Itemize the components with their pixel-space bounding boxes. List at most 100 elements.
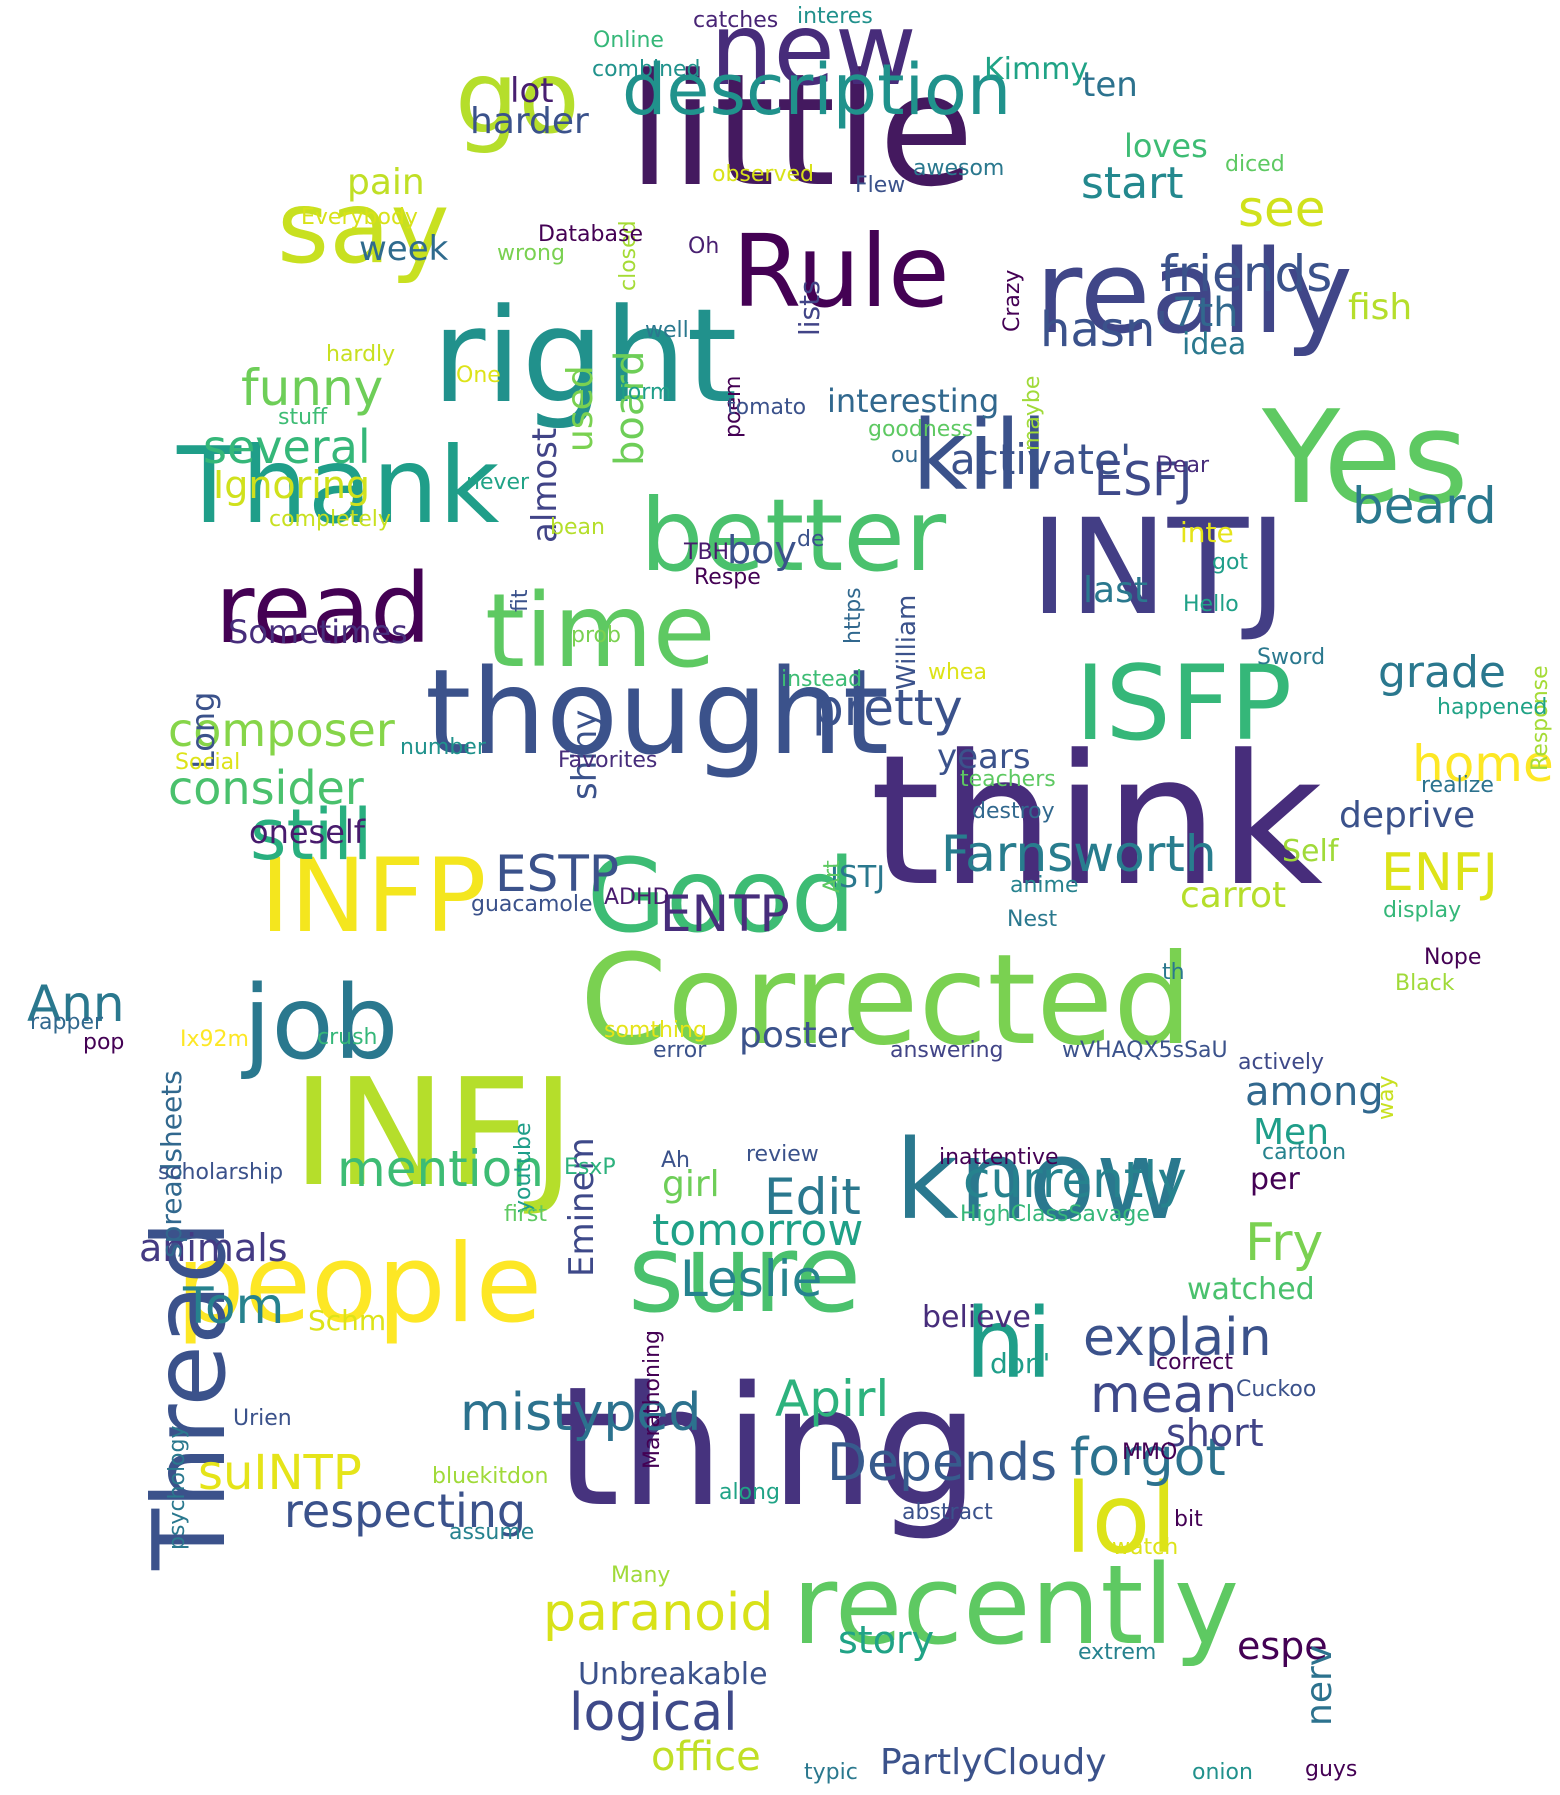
word-apirl: Apirl [775,1370,890,1428]
word-error: error [653,1037,707,1063]
word-along: along [719,1479,780,1505]
word-currently: currently [963,1151,1187,1209]
word-think: think [870,717,1323,927]
word-got: got [1212,549,1249,575]
word-assume: assume [449,1519,535,1545]
word-believe: believe [922,1300,1031,1336]
word-actively: actively [1238,1049,1325,1075]
word-job: job [243,964,399,1084]
word-thank: Thank [177,424,500,547]
word-destroy: destroy [972,798,1055,824]
word-hardly: hardly [326,341,396,367]
word-bit: bit [1174,1506,1203,1532]
word-watched: watched [1187,1272,1315,1308]
word-self: Self [1282,834,1339,870]
word-mmo: MMO [1122,1439,1178,1465]
word-tomato: tomato [727,394,807,420]
word-years: years [937,737,1031,778]
word-extrem: extrem [1078,1639,1157,1665]
word-review: review [746,1141,819,1167]
word-lol: lol [1065,1463,1178,1576]
word-depends: Depends [827,1433,1058,1494]
word-poster: poster [739,1015,854,1057]
word-yes: Yes [1262,384,1469,534]
word-rapper: rapper [30,1009,104,1035]
word-esxp: EsxP [564,1154,616,1180]
word-ann: Ann [27,975,125,1033]
word-youtube: youtube [511,1122,536,1214]
word-paranoid: paranoid [543,1583,774,1644]
word-week: week [359,229,449,270]
word-th: th [1162,959,1185,985]
word-adhd: ADHD [604,884,670,910]
word-little: little [628,39,975,221]
word-observed: observed [712,161,814,187]
word-pop: pop [83,1029,125,1055]
word-beard: beard [1352,477,1497,535]
word-7th: 7th [1172,290,1239,337]
word-read: read [215,553,432,666]
word-enfj: ENFJ [1381,843,1498,904]
word-don: don' [990,1347,1051,1381]
word-partlycloudy: PartlyCloudy [880,1742,1107,1784]
word-marathoning: Marathoning [640,1330,665,1469]
word-lot: lot [510,71,554,112]
word-among: among [1245,1069,1384,1116]
word-completely: completely [269,506,391,532]
word-first: first [504,1201,547,1227]
word-never: never [466,469,530,495]
word-logical: logical [569,1683,738,1744]
word-cartoon: cartoon [1262,1139,1347,1165]
word-bluekitdon: bluekitdon [432,1463,549,1489]
word-somthing: somthing [604,1017,707,1043]
word-still: still [250,793,373,876]
word-used: used [560,365,601,452]
word-pain: pain [347,162,425,204]
word-stuff: stuff [278,404,328,430]
word-rule: Rule [732,213,950,330]
word-thing: thing [555,1350,980,1543]
word-forgot: forgot [1070,1428,1226,1489]
word-estp: ESTP [495,845,620,903]
word-teachers: teachers [960,766,1056,792]
word-onion: onion [1192,1759,1253,1785]
word-combined: combined [592,56,701,82]
word-funny: funny [241,359,384,417]
word-anime: anime [1010,872,1079,898]
word-sometimes: Sometimes [228,612,408,651]
word-new: new [710,0,917,108]
word-abstract: abstract [902,1499,993,1525]
word-social: Social [175,749,241,775]
word-whea: whea [928,659,987,685]
word-maybe: maybe [1020,375,1045,451]
word-deprive: deprive [1339,795,1476,837]
word-guys: guys [1305,1756,1358,1782]
word-realize: realize [1421,772,1494,798]
word-composer: composer [168,703,395,758]
word-nope: Nope [1424,944,1482,970]
word-board: board [607,350,653,466]
word-bean: bean [550,514,605,540]
word-story: story [838,1617,935,1662]
word-activate: activate' [950,434,1132,484]
word-really: really [1035,225,1353,360]
word-ignoring: Ignoring [213,462,371,507]
word-thread: Thread [131,1220,248,1570]
word-corrected: Corrected [580,927,1193,1073]
word-carrot: carrot [1180,875,1287,917]
word-flew: Flew [855,172,906,198]
word-nest: Nest [1007,906,1058,932]
word-respe: Respe [694,564,761,590]
word-lists: lists [793,280,826,336]
word-ou: ou [891,442,919,468]
word-goodness: goodness [868,416,974,442]
word-sure: sure [628,1212,862,1338]
word-interesting: interesting [827,381,1000,420]
word-isfp: ISFP [1075,643,1293,764]
word-animals: animals [139,1225,288,1270]
word-inte: inte [1180,516,1234,550]
word-time: time [485,572,716,692]
word-mean: mean [1090,1365,1238,1426]
word-see: see [1238,180,1326,238]
word-espe: espe [1237,1623,1328,1668]
